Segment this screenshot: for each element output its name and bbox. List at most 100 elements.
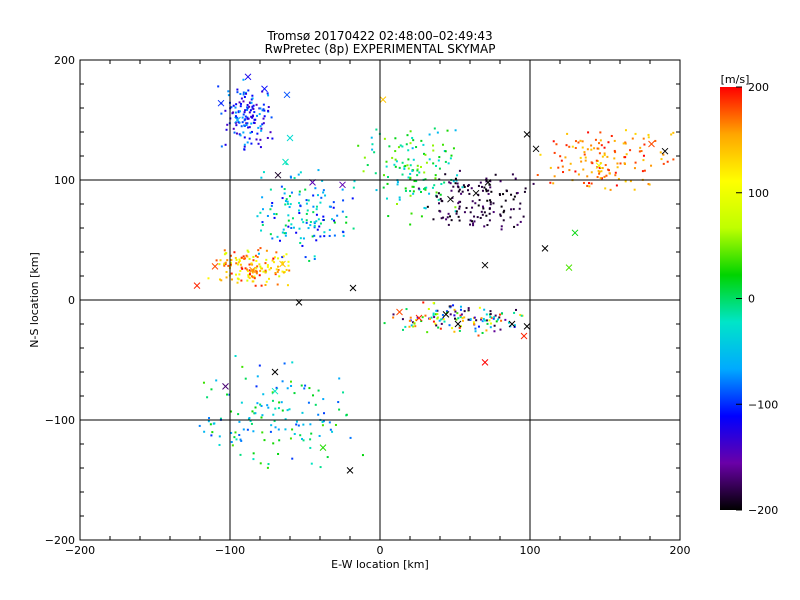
data-point — [488, 183, 491, 186]
data-point — [229, 264, 232, 267]
data-point — [208, 417, 211, 420]
data-point — [416, 174, 419, 177]
data-point — [483, 225, 486, 228]
data-point — [583, 151, 586, 154]
data-point — [394, 137, 397, 140]
data-point — [430, 316, 433, 319]
data-point — [239, 453, 242, 456]
data-point — [586, 184, 589, 187]
data-point — [622, 142, 625, 145]
data-point — [672, 158, 675, 161]
data-point — [252, 452, 255, 455]
data-point — [431, 186, 434, 189]
data-point — [408, 319, 411, 322]
data-point — [332, 206, 335, 209]
data-point — [614, 171, 617, 174]
data-point — [239, 438, 242, 441]
data-point — [321, 420, 324, 423]
data-point — [474, 202, 477, 205]
data-point — [382, 186, 385, 189]
cross-stroke — [442, 311, 450, 318]
data-point — [259, 265, 262, 268]
data-point — [217, 85, 220, 88]
cross-stroke — [193, 282, 201, 289]
data-point — [596, 160, 599, 163]
data-point — [493, 316, 496, 319]
data-point-cross — [217, 99, 225, 107]
data-point — [498, 193, 501, 196]
data-point — [414, 319, 417, 322]
data-point — [314, 403, 317, 406]
data-point — [601, 167, 604, 170]
data-point — [239, 105, 242, 108]
data-point — [260, 405, 263, 408]
cross-stroke — [319, 444, 327, 451]
data-point — [248, 257, 251, 260]
data-point — [218, 443, 221, 446]
cross-stroke — [523, 131, 531, 138]
data-point — [361, 454, 364, 457]
data-point — [453, 308, 456, 311]
data-point — [257, 126, 260, 129]
data-point — [574, 140, 577, 143]
data-point — [513, 324, 516, 327]
colorbar-ticks: 200 100 0 −100 −200 — [736, 81, 778, 517]
data-point — [220, 112, 223, 115]
data-point — [323, 231, 326, 234]
data-point — [306, 209, 309, 212]
data-point — [485, 329, 488, 332]
data-point — [203, 430, 206, 433]
data-point — [477, 204, 480, 207]
data-point — [513, 225, 516, 228]
data-point — [227, 94, 230, 97]
data-point — [250, 262, 253, 265]
data-point — [298, 201, 301, 204]
data-point — [446, 310, 449, 313]
data-point — [236, 263, 239, 266]
data-point — [209, 423, 212, 426]
data-point — [438, 319, 441, 322]
x-axis-label: E-W location [km] — [331, 558, 429, 571]
data-point — [230, 431, 233, 434]
data-point — [409, 164, 412, 167]
data-point — [454, 210, 457, 213]
data-point — [219, 417, 222, 420]
data-point — [449, 305, 452, 308]
data-point — [304, 188, 307, 191]
data-point — [299, 171, 302, 174]
cross-stroke — [286, 134, 294, 142]
axes-layer: −200−200 −100 −100 0 0 100 100 200 200 — [45, 54, 691, 557]
cross-stroke — [472, 189, 480, 197]
data-point — [262, 393, 265, 396]
data-point — [385, 165, 388, 168]
data-point — [437, 198, 440, 201]
data-point — [300, 384, 303, 387]
data-point — [332, 201, 335, 204]
data-point — [532, 182, 535, 185]
data-point — [435, 309, 438, 312]
data-point — [519, 220, 522, 223]
data-point — [317, 169, 320, 172]
data-point — [322, 191, 325, 194]
data-point — [634, 161, 637, 164]
data-point — [413, 180, 416, 183]
data-point — [638, 150, 641, 153]
data-point — [301, 411, 304, 414]
data-point — [263, 109, 266, 112]
data-point — [282, 271, 285, 274]
data-point — [274, 426, 277, 429]
data-point-cross — [481, 261, 489, 269]
data-point — [226, 393, 229, 396]
data-point — [345, 215, 348, 218]
data-point — [460, 325, 463, 328]
cross-stroke — [274, 171, 282, 179]
data-point — [488, 319, 491, 322]
data-point — [251, 280, 254, 283]
data-point — [489, 313, 492, 316]
data-point — [435, 324, 438, 327]
data-point — [281, 270, 284, 273]
data-point-cross — [222, 383, 229, 390]
grid-lines — [80, 60, 680, 540]
data-point — [427, 307, 430, 310]
data-point — [333, 221, 336, 224]
